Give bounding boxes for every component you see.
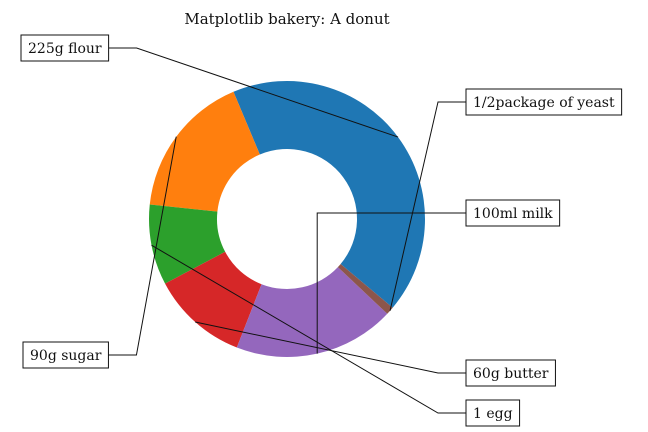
donut-wedges — [148, 81, 426, 357]
wedge-label-box — [20, 34, 110, 62]
wedge-label: 90g sugar — [30, 348, 102, 364]
wedge-label: 225g flour — [28, 41, 102, 57]
leader-line — [195, 321, 466, 374]
wedge-label: 60g butter — [473, 366, 549, 382]
wedge-label-box — [465, 88, 623, 116]
wedge-label: 100ml milk — [473, 206, 553, 222]
wedge-labels: 225g flour 90g sugar 1 egg 60g butter 100ml … — [20, 34, 623, 427]
wedge-label-box — [22, 341, 109, 369]
leader-line — [389, 101, 466, 311]
leader-line — [151, 244, 466, 414]
wedge-label: 1 egg — [473, 406, 513, 422]
wedge-label: 1/2package of yeast — [473, 95, 615, 111]
leader-line — [316, 212, 466, 354]
wedge-label-box — [465, 359, 556, 387]
chart-title: Matplotlib bakery: A donut — [184, 10, 389, 28]
wedge-label-box — [465, 199, 561, 227]
donut-wedge — [148, 204, 226, 284]
wedge-label-box — [465, 399, 521, 427]
donut-wedge — [233, 81, 426, 308]
donut-wedge — [165, 251, 262, 348]
donut-wedge — [149, 91, 260, 212]
donut-wedge — [337, 263, 393, 314]
leader-line — [108, 47, 399, 138]
leader-line — [108, 136, 177, 356]
donut-wedge — [236, 267, 388, 357]
